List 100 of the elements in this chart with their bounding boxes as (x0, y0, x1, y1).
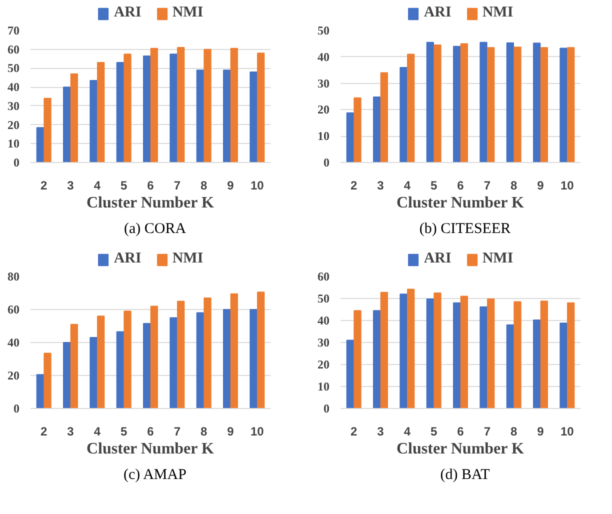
bar (373, 310, 381, 408)
y-tick-label: 10 (8, 136, 20, 151)
bar (407, 54, 415, 162)
x-tick-label: 5 (120, 178, 128, 192)
x-tick-label: 4 (94, 178, 101, 192)
x-tick-label: 2 (350, 178, 358, 192)
bar (177, 300, 185, 408)
bar (540, 47, 548, 162)
bar (373, 96, 381, 162)
y-tick-label: 20 (8, 118, 20, 132)
x-tick-label: 9 (227, 178, 234, 192)
bar (533, 42, 541, 162)
y-tick-label: 10 (318, 129, 330, 144)
bar (434, 44, 442, 162)
legend-label: NMI (172, 4, 204, 22)
bar (514, 301, 522, 408)
bar (150, 48, 158, 162)
y-tick-label: 50 (318, 24, 330, 38)
bar (90, 80, 98, 162)
bar (44, 98, 52, 162)
bar (400, 294, 408, 408)
legend-label: ARI (114, 4, 142, 22)
text: (c) AMAP (124, 466, 186, 485)
x-tick-label: 2 (350, 424, 358, 438)
bar (506, 42, 514, 162)
bar (177, 46, 185, 162)
bar (380, 292, 388, 408)
x-tick-label: 5 (120, 424, 128, 438)
bar (124, 310, 132, 408)
bar (230, 48, 238, 162)
x-tick-label: 3 (377, 178, 384, 192)
x-tick-label: 4 (404, 424, 411, 438)
x-axis-title: Cluster Number K (396, 194, 524, 212)
y-tick-label: 30 (318, 336, 330, 350)
bar (257, 292, 265, 408)
bar (346, 112, 354, 162)
y-tick-label: 20 (318, 358, 330, 372)
legend-label: ARI (424, 250, 452, 268)
bar (196, 312, 204, 408)
x-tick-label: 8 (200, 424, 208, 438)
bar (480, 306, 488, 408)
x-tick-label: 6 (147, 424, 154, 438)
x-tick-label: 2 (40, 178, 48, 192)
y-tick-label: 20 (8, 368, 20, 382)
x-tick-label: 9 (537, 178, 544, 192)
bar (354, 310, 362, 408)
y-tick-label: 50 (318, 292, 330, 306)
x-axis-title: Cluster Number K (86, 440, 214, 458)
x-tick-label: 7 (484, 178, 491, 192)
legend-label: NMI (482, 250, 514, 268)
x-tick-label: 6 (457, 178, 464, 192)
bar (170, 317, 178, 408)
y-tick-label: 80 (8, 270, 20, 284)
y-tick-label: 40 (318, 50, 330, 64)
bar (380, 72, 388, 162)
y-tick-label: 0 (14, 156, 20, 170)
bar (116, 331, 124, 408)
bar (230, 293, 238, 408)
bar (116, 62, 124, 162)
x-tick-label: 3 (67, 178, 74, 192)
y-tick-label: 60 (8, 42, 20, 56)
y-tick-label: 60 (8, 302, 20, 316)
legend-label: NMI (172, 250, 204, 268)
bar (90, 337, 98, 408)
bar (204, 48, 212, 162)
bar (63, 342, 71, 408)
text: (d) BAT (440, 466, 490, 485)
bar (124, 54, 132, 162)
bar (434, 292, 442, 408)
x-tick-label: 10 (560, 178, 574, 192)
x-tick-label: 3 (377, 424, 384, 438)
bar (560, 48, 568, 162)
x-tick-label: 8 (200, 178, 208, 192)
y-tick-label: 70 (8, 24, 20, 38)
bar (36, 127, 44, 162)
bar (354, 97, 362, 162)
y-tick-label: 40 (8, 336, 20, 350)
y-tick-label: 40 (318, 314, 330, 328)
bar (36, 374, 44, 408)
bar (257, 52, 265, 162)
x-tick-label: 9 (227, 424, 234, 438)
bar (506, 324, 514, 408)
bar (560, 322, 568, 408)
x-tick-label: 4 (94, 424, 101, 438)
bar (426, 42, 434, 162)
bar (487, 47, 495, 162)
bar (460, 43, 468, 162)
bar (204, 297, 212, 408)
x-tick-label: 7 (484, 424, 491, 438)
y-tick-label: 30 (8, 98, 20, 113)
bar (487, 298, 495, 408)
bar (63, 86, 71, 162)
bar (346, 340, 354, 408)
x-tick-label: 10 (250, 424, 264, 438)
x-tick-label: 2 (40, 424, 48, 438)
bar (44, 352, 52, 408)
bar (170, 54, 178, 162)
x-tick-label: 10 (250, 178, 264, 192)
y-tick-label: 0 (324, 156, 330, 170)
x-tick-label: 7 (174, 178, 181, 192)
